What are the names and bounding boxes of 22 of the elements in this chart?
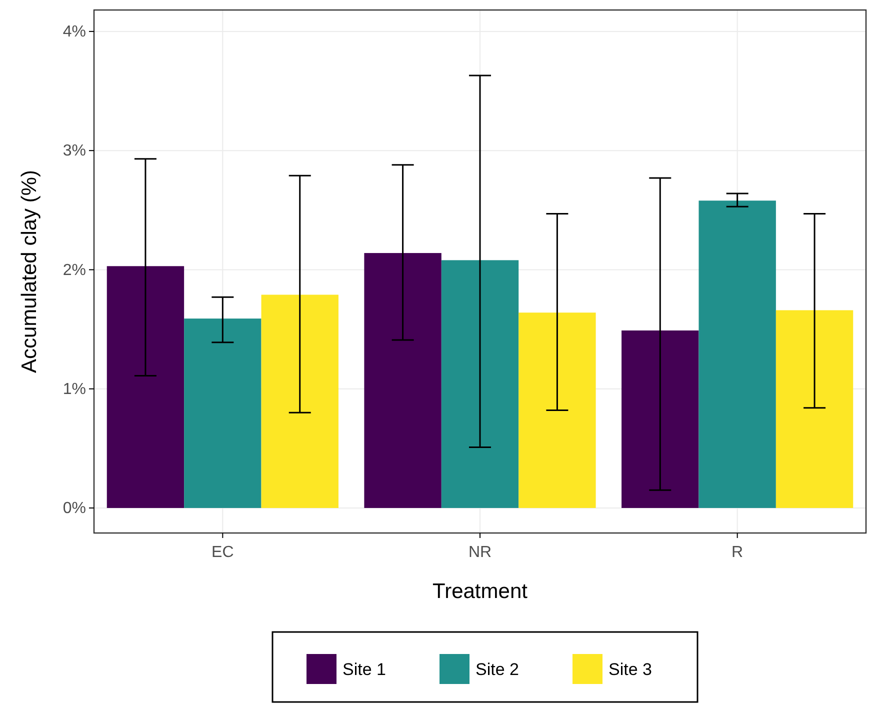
bar: [698, 200, 776, 508]
bar: [106, 266, 184, 508]
bar: [184, 318, 262, 508]
y-axis-title: Accumulated clay (%): [18, 170, 41, 374]
y-tick-label: 1%: [62, 380, 86, 398]
bar: [518, 312, 596, 508]
x-tick-label: NR: [468, 544, 492, 561]
bar: [441, 260, 519, 508]
x-tick-label: EC: [212, 544, 234, 561]
legend-label: Site 2: [476, 660, 519, 679]
legend-label: Site 1: [342, 660, 386, 679]
x-axis-title: Treatment: [432, 580, 528, 603]
y-tick-label: 3%: [62, 142, 86, 160]
bar: [364, 253, 442, 508]
bar: [261, 294, 338, 508]
bar: [622, 330, 699, 508]
legend-label: Site 3: [608, 660, 652, 679]
y-tick-label: 0%: [62, 500, 86, 518]
x-tick-label: R: [732, 544, 744, 561]
y-tick-label: 4%: [62, 24, 86, 41]
y-tick-label: 2%: [62, 262, 86, 279]
bar: [776, 310, 854, 508]
